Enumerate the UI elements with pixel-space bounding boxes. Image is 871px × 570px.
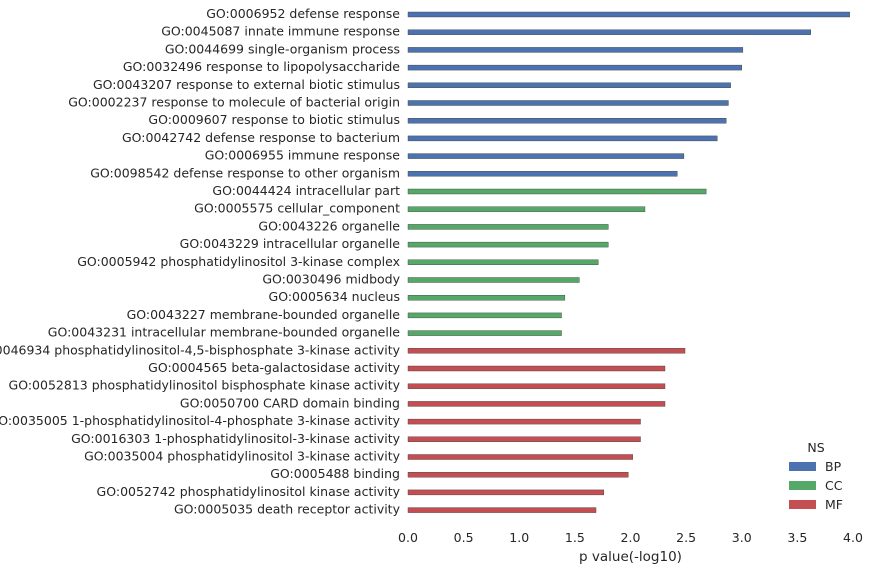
category-label: GO:0030496 midbody — [262, 272, 400, 287]
legend: NS BP CC MF — [789, 440, 843, 512]
legend-swatch-bp — [789, 462, 816, 471]
bar-mf — [407, 383, 666, 389]
bar-mf — [407, 472, 629, 478]
category-label: GO:0004565 beta-galactosidase activity — [148, 360, 400, 375]
category-label: GO:0045087 innate immune response — [161, 24, 400, 39]
bar-bp — [407, 47, 744, 53]
category-label: GO:0044699 single-organism process — [165, 41, 400, 56]
category-label: GO:0043207 response to external biotic s… — [93, 77, 400, 92]
bar-bp — [407, 82, 731, 89]
category-label: GO:0043229 intracellular organelle — [180, 236, 401, 251]
bar-mf — [407, 436, 641, 442]
bar-cc — [407, 224, 609, 230]
x-tick-label: 1.5 — [565, 530, 585, 545]
category-label: GO:0005488 binding — [270, 466, 400, 481]
bar-cc — [407, 330, 562, 336]
bar-bp — [407, 171, 678, 177]
x-tick-label: 1.0 — [509, 530, 529, 545]
bar-cc — [407, 259, 599, 265]
bar-bp — [407, 64, 742, 71]
category-label: GO:0044424 intracellular part — [212, 183, 400, 198]
category-label: GO:0046934 phosphatidylinositol-4,5-bisp… — [0, 342, 401, 357]
bars-layer — [407, 11, 850, 513]
category-label: GO:0098542 defense response to other org… — [90, 165, 400, 180]
bar-bp — [407, 117, 727, 124]
x-tick-label: 0.0 — [398, 530, 418, 545]
x-tick-label: 2.5 — [676, 530, 696, 545]
category-label: GO:0043231 intracellular membrane-bounde… — [48, 325, 401, 340]
category-label: GO:0035004 phosphatidylinositol 3-kinase… — [84, 449, 401, 464]
bar-cc — [407, 241, 609, 248]
category-label: GO:0050700 CARD domain binding — [180, 395, 400, 410]
bar-mf — [407, 507, 597, 513]
x-tick-label: 3.0 — [732, 530, 752, 545]
bar-bp — [407, 100, 729, 106]
bar-bp — [407, 11, 850, 18]
category-label: GO:0032496 response to lipopolysaccharid… — [123, 59, 400, 74]
bar-mf — [407, 454, 633, 460]
category-label: GO:0005942 phosphatidylinositol 3-kinase… — [77, 254, 400, 269]
category-label: GO:0052813 phosphatidylinositol bisphosp… — [9, 378, 401, 393]
category-label: GO:0002237 response to molecule of bacte… — [68, 95, 400, 110]
legend-swatch-mf — [789, 500, 816, 509]
bar-mf — [407, 348, 686, 354]
x-tick-label: 0.5 — [454, 530, 474, 545]
category-label: GO:0016303 1-phosphatidylinositol-3-kina… — [71, 431, 401, 446]
x-tick-label: 2.0 — [621, 530, 641, 545]
bar-mf — [407, 418, 641, 425]
category-label: GO:0043227 membrane-bounded organelle — [127, 307, 401, 322]
bar-cc — [407, 206, 646, 212]
bar-cc — [407, 277, 580, 283]
category-label: GO:0005634 nucleus — [269, 289, 400, 304]
category-label: GO:0005575 cellular_component — [194, 201, 400, 216]
bar-mf — [407, 365, 666, 372]
category-label: GO:0006955 immune response — [205, 148, 401, 163]
bar-cc — [407, 188, 707, 195]
x-axis-title: p value(-log10) — [579, 549, 682, 565]
x-axis-ticks: 0.0 0.5 1.0 1.5 2.0 2.5 3.0 3.5 4.0 — [398, 530, 863, 545]
category-labels: GO:0006952 defense response GO:0045087 in… — [0, 6, 401, 517]
category-label: GO:0042742 defense response to bacterium — [122, 130, 400, 145]
category-label: GO:0006952 defense response — [206, 6, 400, 21]
legend-title: NS — [807, 440, 824, 455]
category-label: GO:0052742 phosphatidylinositol kinase a… — [97, 484, 401, 499]
legend-label-bp: BP — [825, 459, 842, 474]
bar-bp — [407, 135, 718, 142]
legend-label-mf: MF — [825, 497, 843, 512]
x-tick-label: 3.5 — [787, 530, 807, 545]
category-label: GO:0009607 response to biotic stimulus — [148, 112, 400, 127]
x-tick-label: 4.0 — [843, 530, 863, 545]
category-label: GO:0035005 1-phosphatidylinositol-4-phos… — [0, 413, 401, 428]
bar-cc — [407, 295, 566, 301]
bar-mf — [407, 489, 605, 496]
bar-mf — [407, 401, 666, 407]
legend-swatch-cc — [789, 481, 816, 490]
legend-label-cc: CC — [825, 478, 843, 493]
category-label: GO:0043226 organelle — [258, 218, 400, 233]
bar-cc — [407, 312, 562, 319]
bar-bp — [407, 29, 811, 35]
category-label: GO:0005035 death receptor activity — [174, 502, 401, 517]
bar-bp — [407, 153, 685, 159]
